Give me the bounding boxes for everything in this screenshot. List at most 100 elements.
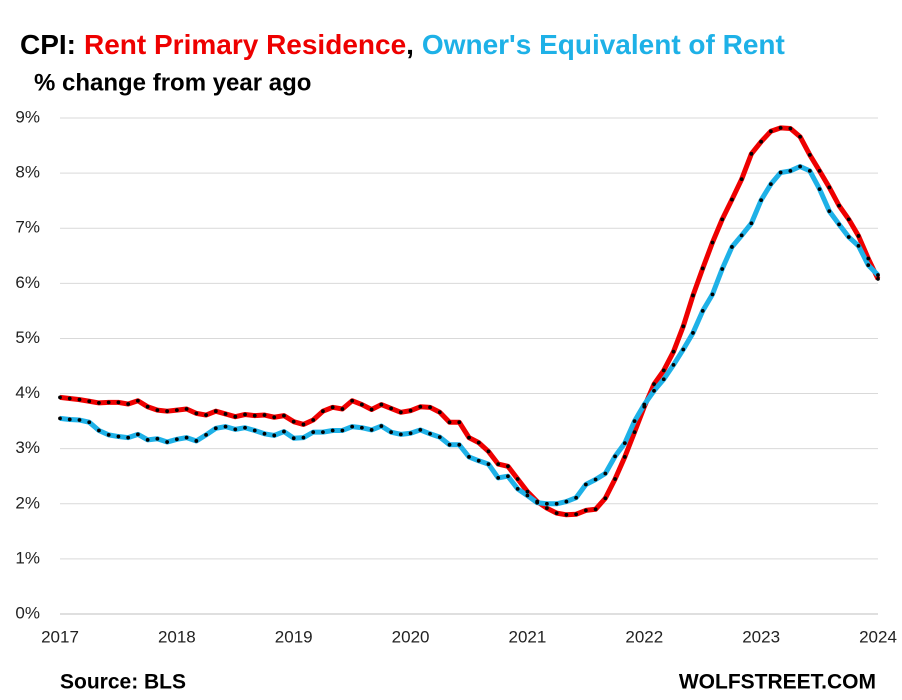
- data-point: [603, 496, 608, 501]
- data-point: [574, 512, 579, 517]
- data-point: [564, 512, 569, 517]
- data-point: [194, 411, 199, 416]
- data-point: [603, 471, 608, 476]
- data-point: [301, 422, 306, 427]
- data-point: [681, 347, 686, 352]
- data-point: [866, 256, 871, 261]
- data-point: [359, 425, 364, 430]
- data-point: [321, 430, 325, 435]
- data-point: [476, 440, 481, 445]
- data-point: [700, 266, 705, 271]
- data-point: [174, 408, 179, 412]
- data-point: [389, 430, 393, 435]
- data-point: [486, 449, 491, 454]
- data-point: [447, 420, 452, 425]
- data-point: [554, 511, 559, 516]
- data-point: [710, 292, 715, 297]
- data-point: [817, 187, 822, 191]
- data-point: [720, 217, 725, 222]
- data-point: [282, 413, 286, 418]
- x-tick-label: 2023: [742, 627, 780, 646]
- data-point: [311, 430, 316, 435]
- data-point: [632, 419, 637, 424]
- data-point: [730, 245, 734, 249]
- data-point: [827, 209, 832, 214]
- data-point: [291, 419, 296, 424]
- y-tick-label: 0%: [15, 603, 40, 622]
- data-point: [408, 431, 413, 436]
- data-point: [778, 170, 783, 175]
- data-point: [632, 430, 637, 435]
- y-tick-label: 8%: [15, 163, 40, 182]
- data-point: [428, 431, 432, 436]
- data-point: [223, 424, 228, 429]
- data-point: [778, 126, 783, 130]
- data-point: [243, 412, 247, 417]
- data-point: [739, 233, 744, 238]
- data-point: [58, 395, 62, 400]
- data-point: [58, 416, 62, 421]
- data-point: [418, 428, 423, 432]
- title-separator: ,: [406, 29, 414, 60]
- data-point: [262, 413, 267, 417]
- data-point: [97, 428, 101, 433]
- data-point: [252, 413, 257, 418]
- legend-entry: Owner's Equivalent of Rent: [422, 29, 785, 60]
- data-point: [622, 455, 627, 459]
- watermark: WOLFSTREET.COM: [679, 671, 876, 694]
- data-point: [545, 501, 549, 506]
- legend-entry: Rent Primary Residence: [84, 29, 406, 60]
- data-point: [671, 362, 676, 367]
- data-point: [506, 464, 510, 469]
- data-point: [369, 407, 374, 412]
- data-point: [233, 414, 238, 419]
- data-point: [165, 440, 170, 444]
- data-point: [564, 499, 569, 504]
- source: Source: BLS: [60, 671, 186, 694]
- data-point: [330, 405, 335, 410]
- data-point: [768, 129, 773, 134]
- data-point: [759, 198, 764, 203]
- data-point: [496, 475, 501, 480]
- data-point: [807, 169, 812, 173]
- title-prefix: CPI:: [20, 29, 76, 60]
- data-point: [681, 324, 686, 329]
- y-tick-label: 6%: [15, 273, 40, 292]
- data-point: [496, 462, 501, 466]
- data-point: [661, 368, 666, 373]
- data-point: [691, 331, 695, 335]
- y-tick-label: 7%: [15, 218, 40, 237]
- data-point: [807, 153, 812, 157]
- data-point: [165, 409, 170, 414]
- data-point: [535, 500, 540, 505]
- data-point: [788, 126, 793, 131]
- data-point: [116, 434, 121, 439]
- data-point: [174, 437, 179, 442]
- data-point: [467, 435, 471, 440]
- data-point: [593, 507, 598, 512]
- data-point: [389, 406, 393, 411]
- data-point: [749, 221, 754, 226]
- data-point: [515, 486, 520, 491]
- data-point: [613, 454, 617, 459]
- data-point: [155, 436, 160, 441]
- data-point: [223, 412, 228, 416]
- data-point: [145, 437, 150, 442]
- data-point: [243, 425, 247, 430]
- data-point: [184, 407, 189, 411]
- data-point: [574, 495, 579, 500]
- data-point: [457, 420, 462, 425]
- data-point: [759, 139, 764, 144]
- data-point: [155, 408, 160, 412]
- data-point: [340, 407, 345, 411]
- data-point: [126, 402, 131, 406]
- data-point: [856, 243, 861, 248]
- data-point: [136, 398, 140, 403]
- data-point: [730, 197, 734, 202]
- y-tick-label: 4%: [15, 383, 40, 402]
- data-point: [545, 506, 549, 511]
- data-point: [77, 397, 82, 402]
- data-point: [116, 400, 121, 405]
- data-point: [486, 462, 491, 466]
